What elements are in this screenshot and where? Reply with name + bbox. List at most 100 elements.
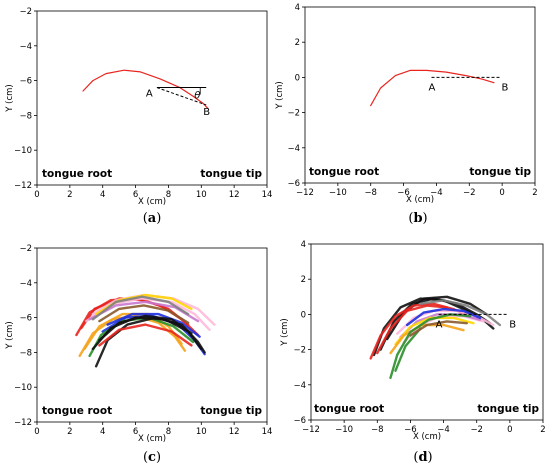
y-tick-label: −4 — [19, 279, 32, 289]
tongue-contour — [409, 320, 468, 337]
x-tick-label: −6 — [404, 425, 417, 435]
y-tick-label: −8 — [19, 348, 32, 358]
y-tick-label: −10 — [14, 146, 32, 156]
corner-label-right: tongue tip — [200, 405, 262, 417]
point-b-label: B — [203, 107, 210, 118]
x-tick-label: 0 — [34, 427, 39, 437]
y-tick-label: −2 — [287, 109, 300, 119]
x-tick-label: 12 — [229, 427, 240, 437]
x-tick-label: 14 — [262, 190, 273, 200]
x-tick-label: 2 — [67, 427, 72, 437]
x-tick-label: 0 — [507, 425, 512, 435]
curves-d — [369, 295, 502, 379]
y-tick-label: −6 — [293, 416, 306, 426]
y-tick-label: 2 — [295, 38, 300, 48]
x-tick-label: −12 — [296, 188, 314, 198]
x-tick-label: 10 — [196, 427, 207, 437]
y-axis-label: Y (cm) — [5, 321, 15, 349]
curves-b — [370, 69, 495, 107]
tongue-contour — [376, 304, 449, 355]
y-ticks-d: −6 −4 −2 0 2 4 — [293, 240, 311, 426]
tongue-contour — [98, 323, 193, 347]
plot-frame-a — [36, 10, 268, 186]
caption-a: (a) — [143, 211, 162, 226]
corner-label-right: tongue tip — [469, 166, 531, 178]
panel-b: −12 −10 −8 −6 −4 −2 0 2 −6 −4 −2 0 2 4 A B tongue ro… — [275, 3, 538, 226]
tongue-contour — [106, 312, 201, 338]
x-ticks-d: −12 −10 −8 −6 −4 −2 0 2 — [302, 420, 546, 435]
point-b-label: B — [502, 82, 509, 93]
x-axis-label: X (cm) — [138, 434, 166, 444]
tongue-contour — [405, 307, 482, 327]
point-b-label: B — [509, 319, 516, 330]
y-tick-label: −12 — [14, 418, 32, 428]
x-tick-label: 10 — [196, 190, 207, 200]
tongue-contour — [98, 304, 190, 324]
y-tick-label: −6 — [19, 77, 32, 87]
x-tick-label: 6 — [133, 427, 138, 437]
x-tick-label: 4 — [100, 190, 105, 200]
curves-a — [82, 69, 209, 110]
y-tick-label: −4 — [293, 381, 306, 391]
caption-c: (c) — [143, 450, 161, 465]
x-axis-label: X (cm) — [138, 197, 166, 207]
y-tick-label: −6 — [19, 314, 32, 324]
x-tick-label: −2 — [470, 425, 483, 435]
panel-d: −12 −10 −8 −6 −4 −2 0 2 −6 −4 −2 0 2 4 A B tongue ro… — [280, 240, 546, 465]
x-tick-label: 6 — [133, 190, 138, 200]
panel-c: 0 2 4 6 8 10 12 14 −12 −10 −8 −6 −4 −2 tongue root t… — [5, 244, 272, 465]
tongue-contour — [82, 69, 209, 110]
y-tick-label: −4 — [19, 42, 32, 52]
x-axis-label: X (cm) — [413, 432, 441, 442]
x-ticks-a: 0 2 4 6 8 10 12 14 — [34, 185, 272, 200]
y-tick-label: 0 — [301, 310, 306, 320]
x-tick-label: 2 — [67, 190, 72, 200]
tongue-contour — [389, 313, 472, 379]
corner-label-right: tongue tip — [200, 168, 262, 180]
y-ticks-a: −12 −10 −8 −6 −4 −2 — [14, 7, 37, 191]
corner-label-left: tongue root — [42, 405, 112, 417]
x-tick-label: −10 — [335, 425, 353, 435]
y-tick-label: −4 — [287, 144, 300, 154]
tongue-contour — [370, 69, 495, 107]
corner-label-right: tongue tip — [477, 403, 539, 415]
reference-line-ab — [156, 87, 207, 106]
y-tick-label: −2 — [293, 346, 306, 356]
x-tick-label: 0 — [499, 188, 504, 198]
x-tick-label: −2 — [463, 188, 476, 198]
y-tick-label: 0 — [295, 73, 300, 83]
y-tick-label: −8 — [19, 111, 32, 121]
x-tick-label: −6 — [397, 188, 410, 198]
y-tick-label: −2 — [19, 7, 32, 17]
plot-frame-c — [36, 247, 268, 423]
tongue-contour — [91, 295, 190, 321]
theta-label: θ — [194, 91, 200, 102]
x-ticks-b: −12 −10 −8 −6 −4 −2 0 2 — [296, 183, 538, 198]
y-axis-label: Y (cm) — [275, 81, 285, 109]
x-ticks-c: 0 2 4 6 8 10 12 14 — [34, 422, 272, 437]
tongue-contour — [98, 314, 193, 342]
corner-label-left: tongue root — [314, 403, 384, 415]
y-tick-label: −6 — [287, 179, 300, 189]
tongue-contour — [394, 327, 422, 372]
y-ticks-c: −12 −10 −8 −6 −4 −2 — [14, 244, 37, 428]
x-tick-label: 2 — [540, 425, 545, 435]
x-tick-label: 2 — [532, 188, 537, 198]
y-tick-label: −12 — [14, 181, 32, 191]
x-tick-label: 4 — [100, 427, 105, 437]
y-tick-label: −10 — [14, 383, 32, 393]
point-a-label: A — [436, 319, 443, 330]
x-tick-label: 0 — [34, 190, 39, 200]
caption-b: (b) — [408, 211, 427, 226]
y-tick-label: 4 — [295, 3, 300, 13]
x-tick-label: −10 — [329, 188, 347, 198]
corner-label-left: tongue root — [42, 168, 112, 180]
x-tick-label: 14 — [262, 427, 273, 437]
x-tick-label: 12 — [229, 190, 240, 200]
point-a-label: A — [146, 89, 153, 100]
x-axis-label: X (cm) — [406, 195, 434, 205]
x-tick-label: 8 — [166, 190, 171, 200]
tongue-contour — [419, 299, 502, 327]
x-tick-label: 8 — [166, 427, 171, 437]
